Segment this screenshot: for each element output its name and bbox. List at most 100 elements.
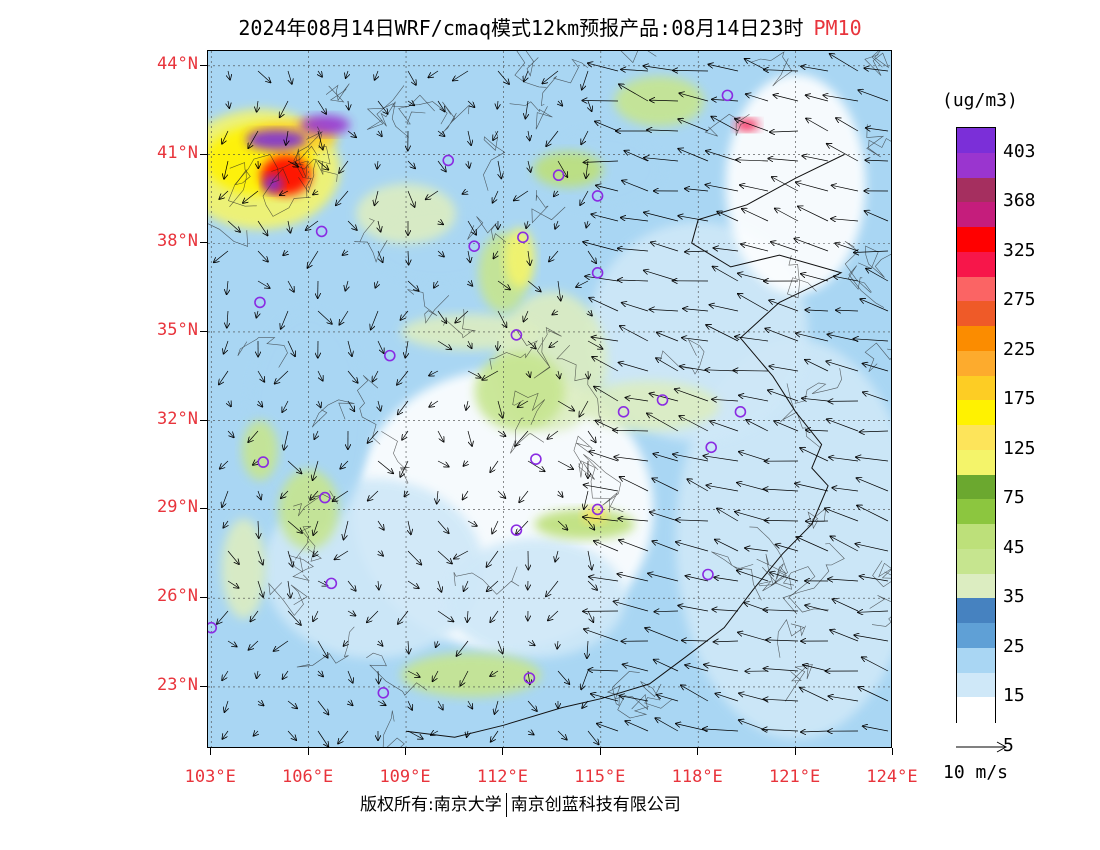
station-marker — [315, 225, 328, 238]
lon-label: 103°E — [184, 767, 236, 787]
colorbar-segment — [957, 251, 995, 277]
colorbar-label: 403 — [1003, 140, 1036, 162]
colorbar-segment — [957, 400, 995, 426]
colorbar — [956, 127, 996, 723]
wind-reference-arrow — [956, 741, 1008, 753]
lat-tick — [200, 597, 207, 599]
station-marker — [325, 577, 338, 590]
lat-tick — [200, 64, 207, 66]
lat-label: 26°N — [157, 586, 198, 607]
colorbar-segment — [957, 350, 995, 376]
copyright-owner-1: 版权所有:南京大学 — [360, 795, 502, 815]
map-canvas — [208, 51, 891, 747]
lat-label: 23°N — [157, 674, 198, 695]
colorbar-segment — [957, 573, 995, 599]
colorbar-label: 225 — [1003, 338, 1036, 360]
colorbar-segment — [957, 697, 995, 723]
lon-tick — [794, 748, 796, 755]
wind-reference-label: 10 m/s — [943, 762, 1009, 783]
station-marker — [591, 190, 604, 202]
station-marker — [552, 169, 565, 182]
colorbar-segment — [957, 499, 995, 525]
station-marker — [705, 441, 717, 454]
colorbar-segment — [957, 474, 995, 500]
lon-label: 118°E — [671, 767, 723, 787]
colorbar-label: 175 — [1003, 388, 1036, 410]
colorbar-label: 15 — [1003, 685, 1025, 707]
colorbar-segment — [957, 425, 995, 451]
lon-label: 112°E — [476, 767, 529, 787]
lat-label: 38°N — [157, 231, 198, 252]
colorbar-label: 75 — [1003, 487, 1025, 509]
colorbar-unit: (ug/m3) — [942, 90, 1018, 111]
colorbar-segment — [957, 202, 995, 228]
colorbar-label: 325 — [1003, 239, 1036, 261]
colorbar-label: 35 — [1003, 586, 1025, 608]
lat-tick — [200, 153, 207, 155]
forecast-map — [207, 50, 892, 748]
colorbar-segment — [957, 276, 995, 302]
lat-label: 35°N — [157, 319, 198, 340]
title-variable: PM10 — [813, 16, 862, 40]
colorbar-segment — [957, 375, 995, 401]
station-marker — [734, 406, 747, 418]
colorbar-segment — [957, 128, 995, 154]
colorbar-segment — [957, 301, 995, 327]
station-marker — [254, 296, 266, 309]
lon-tick — [892, 748, 893, 755]
wind-vectors — [214, 54, 889, 747]
copyright-owner-2: 南京创蓝科技有限公司 — [510, 795, 681, 815]
pm10-field — [208, 51, 891, 747]
lat-label: 29°N — [157, 497, 198, 518]
copyright-separator — [505, 793, 507, 817]
station-marker — [656, 394, 669, 406]
colorbar-segment — [957, 623, 995, 649]
city-stations — [208, 89, 747, 699]
colorbar-label: 25 — [1003, 635, 1025, 657]
colorbar-segment — [957, 647, 995, 673]
colorbar-label: 275 — [1003, 289, 1036, 311]
station-marker — [442, 154, 455, 167]
lon-label: 121°E — [769, 767, 821, 787]
lat-label: 41°N — [157, 142, 198, 163]
station-marker — [384, 349, 396, 362]
station-marker — [510, 524, 523, 536]
colorbar-label: 45 — [1003, 536, 1025, 558]
lon-label: 109°E — [379, 767, 431, 787]
colorbar-label: 125 — [1003, 437, 1036, 459]
station-marker — [530, 453, 542, 465]
lon-tick — [307, 748, 309, 755]
lat-tick — [200, 419, 207, 421]
lon-tick — [599, 748, 601, 755]
colorbar-segment — [957, 672, 995, 698]
province-borders — [208, 51, 891, 747]
lon-label: 115°E — [574, 767, 626, 787]
lat-tick — [200, 242, 207, 244]
map-title: 2024年08月14日WRF/cmaq模式12km预报产品:08月14日23时 P… — [0, 12, 1100, 41]
lon-tick — [697, 748, 699, 755]
lon-tick — [210, 748, 212, 755]
colorbar-segment — [957, 524, 995, 550]
station-marker — [377, 687, 390, 699]
colorbar-label: 368 — [1003, 190, 1036, 212]
station-marker — [517, 231, 529, 244]
copyright: 版权所有:南京大学 南京创蓝科技有限公司 — [360, 790, 681, 817]
lon-tick — [405, 748, 407, 755]
colorbar-segment — [957, 548, 995, 574]
lon-label: 106°E — [282, 767, 334, 787]
lat-tick — [200, 508, 207, 510]
station-marker — [591, 503, 604, 516]
station-marker — [702, 568, 714, 581]
station-marker — [208, 621, 218, 634]
lat-tick — [200, 330, 207, 332]
station-marker — [591, 267, 604, 279]
colorbar-segment — [957, 177, 995, 203]
lat-label: 32°N — [157, 408, 198, 429]
colorbar-label: 5 — [1003, 734, 1014, 756]
colorbar-segment — [957, 326, 995, 352]
lat-label: 44°N — [157, 53, 198, 74]
station-marker — [319, 491, 331, 504]
title-prefix: 2024年08月14日WRF/cmaq模式12km预报产品:08月14日23时 — [238, 16, 804, 40]
colorbar-segment — [957, 152, 995, 178]
lon-tick — [502, 748, 504, 755]
